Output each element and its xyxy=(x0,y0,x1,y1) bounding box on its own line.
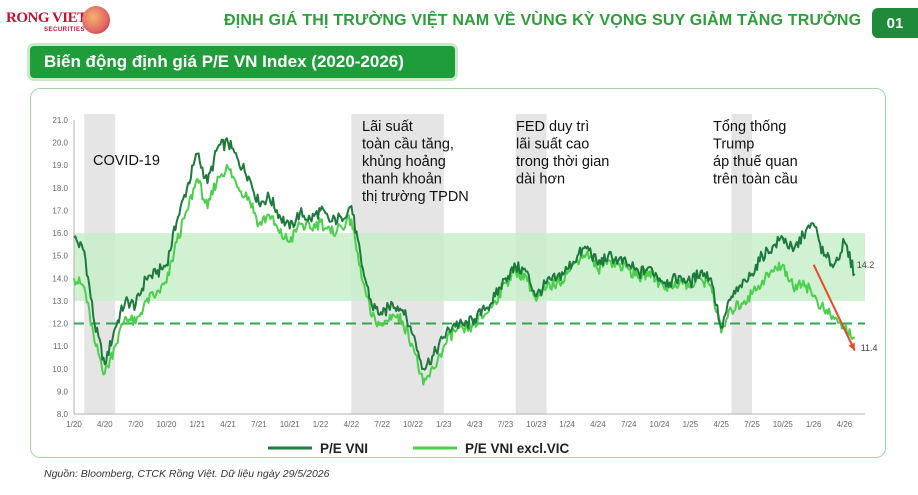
period-annotation-line: lãi suất cao xyxy=(516,137,589,153)
x-tick-label: 7/20 xyxy=(128,420,144,429)
period-annotation-line: Trump xyxy=(713,137,754,153)
period-annotation: Lãi suất toàn cầu tăng, khủng hoảng thanh k… xyxy=(362,119,469,205)
x-tick-label: 1/24 xyxy=(559,420,575,429)
x-tick-label: 1/26 xyxy=(806,420,822,429)
y-tick-label: 10.0 xyxy=(52,365,68,374)
x-tick-label: 4/24 xyxy=(590,420,606,429)
dragon-icon xyxy=(82,6,110,34)
y-tick-label: 19.0 xyxy=(52,161,68,170)
x-tick-label: 4/21 xyxy=(220,420,236,429)
period-annotation-line: khủng hoảng xyxy=(362,154,446,170)
x-tick-label: 7/22 xyxy=(374,420,390,429)
period-annotation-line: thị trường TPDN xyxy=(362,189,469,205)
trend-arrow-head xyxy=(848,342,855,351)
logo-sub: SECURITIES xyxy=(44,27,86,33)
x-tick-label: 1/22 xyxy=(313,420,329,429)
x-tick-label: 7/23 xyxy=(498,420,514,429)
y-tick-label: 15.0 xyxy=(52,252,68,261)
x-tick-label: 10/20 xyxy=(156,420,177,429)
y-tick-label: 9.0 xyxy=(57,387,69,396)
period-annotation: FED duy trì lãi suất cao trong thời gian dà… xyxy=(516,119,609,188)
period-annotation: Tổng thống Trump áp thuế quan trên toàn cầu xyxy=(713,119,798,188)
period-annotation-line: thanh khoản xyxy=(362,172,442,188)
x-tick-label: 4/22 xyxy=(344,420,360,429)
y-tick-label: 17.0 xyxy=(52,206,68,215)
brand-logo: RONG VIET SECURITIES xyxy=(6,6,116,40)
x-tick-label: 10/22 xyxy=(403,420,424,429)
period-annotation-line: dài hơn xyxy=(516,172,565,188)
series-line-vni-excl-vic xyxy=(73,164,856,386)
x-tick-label: 1/20 xyxy=(66,420,82,429)
period-annotation-line: FED duy trì xyxy=(516,119,589,135)
period-annotation-line: Tổng thống xyxy=(713,119,786,135)
x-tick-label: 1/25 xyxy=(683,420,699,429)
chart-frame xyxy=(30,88,886,458)
y-tick-label: 12.0 xyxy=(52,320,68,329)
x-tick-label: 10/24 xyxy=(650,420,671,429)
x-tick-label: 7/21 xyxy=(251,420,267,429)
period-annotation-line: toàn cầu tăng, xyxy=(362,137,454,153)
x-tick-label: 1/21 xyxy=(189,420,205,429)
section-title: Biến động định giá P/E VN Index (2020-20… xyxy=(30,46,455,78)
end-label-vni-excl-vic: 11.4 xyxy=(861,343,878,353)
page-number-badge: 01 xyxy=(872,8,918,38)
series-line-vni xyxy=(73,137,856,371)
logo-text: RONG VIET xyxy=(6,10,87,26)
x-tick-label: 7/25 xyxy=(744,420,760,429)
x-tick-label: 4/25 xyxy=(713,420,729,429)
period-annotation-line: trên toàn cầu xyxy=(713,172,798,188)
y-tick-label: 18.0 xyxy=(52,184,68,193)
x-tick-label: 10/25 xyxy=(773,420,794,429)
end-label-vni: 14.2 xyxy=(857,260,875,270)
period-annotation-line: trong thời gian xyxy=(516,154,609,170)
legend-label-vni: P/E VNI xyxy=(320,441,368,456)
legend-label-vni-excl-vic: P/E VNI excl.VIC xyxy=(465,441,570,456)
page-title: ĐỊNH GIÁ THỊ TRƯỜNG VIỆT NAM VỀ VÙNG KỲ … xyxy=(224,12,862,29)
x-tick-label: 4/26 xyxy=(837,420,853,429)
y-tick-label: 21.0 xyxy=(52,116,68,125)
trend-arrow-line xyxy=(812,264,856,352)
x-tick-label: 10/23 xyxy=(526,420,547,429)
x-tick-label: 1/23 xyxy=(436,420,452,429)
x-tick-label: 4/23 xyxy=(467,420,483,429)
valuation-band xyxy=(74,233,865,301)
source-note: Nguồn: Bloomberg, CTCK Rồng Việt. Dữ liệ… xyxy=(44,468,330,480)
x-tick-label: 4/20 xyxy=(97,420,113,429)
period-annotation: COVID-19 xyxy=(93,153,160,169)
y-tick-label: 14.0 xyxy=(52,274,68,283)
period-annotation-line: Lãi suất xyxy=(362,119,413,135)
y-tick-label: 11.0 xyxy=(53,342,69,351)
period-annotation-line: áp thuế quan xyxy=(713,154,798,170)
y-tick-label: 20.0 xyxy=(52,139,68,148)
x-tick-label: 7/24 xyxy=(621,420,637,429)
y-tick-label: 13.0 xyxy=(52,297,68,306)
x-tick-label: 10/21 xyxy=(280,420,301,429)
y-tick-label: 8.0 xyxy=(57,410,69,419)
period-annotation-line: COVID-19 xyxy=(93,153,160,169)
y-tick-label: 16.0 xyxy=(52,229,68,238)
